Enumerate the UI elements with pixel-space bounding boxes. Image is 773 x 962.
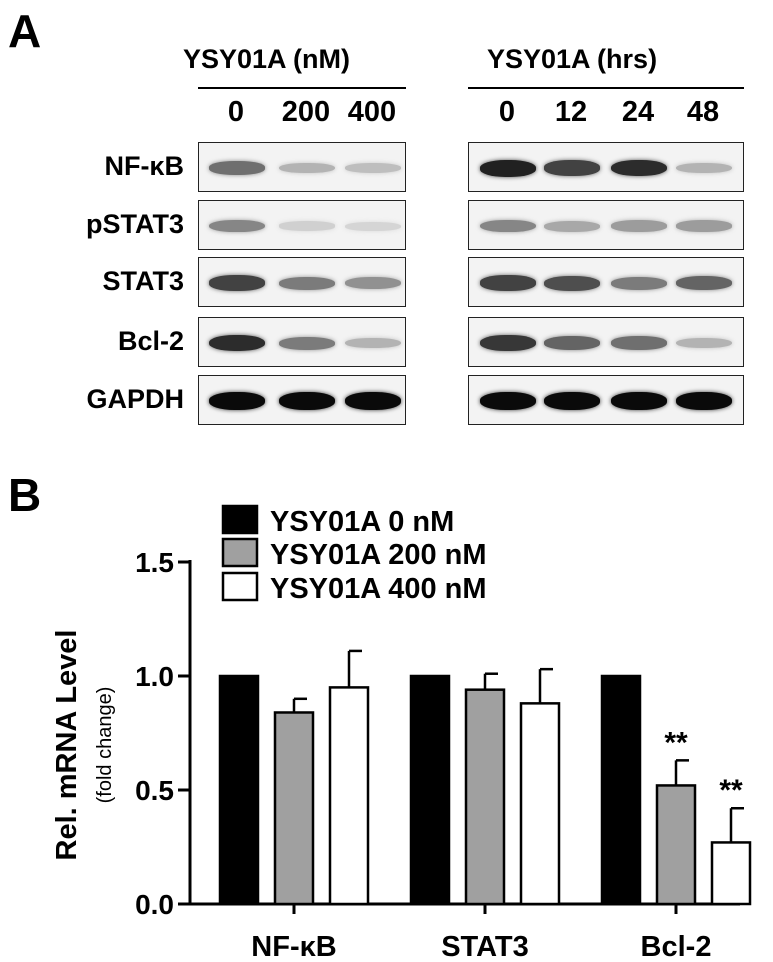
blot-band: [480, 219, 536, 233]
dose-lane-label: 200: [281, 96, 331, 128]
blot-band: [345, 221, 401, 231]
blot-band: [676, 220, 732, 232]
blot-row-label: Bcl-2: [117, 326, 184, 356]
legend-swatch: [221, 504, 259, 535]
time-blot-strip: [468, 200, 744, 250]
blot-band: [345, 163, 401, 173]
blot-band: [544, 220, 600, 232]
x-category-label: Bcl-2: [641, 931, 712, 957]
legend-swatch: [221, 571, 259, 602]
blot-band: [279, 336, 335, 350]
panel-a-letter: A: [8, 5, 42, 57]
x-category-label: STAT3: [441, 931, 529, 957]
blot-band: [611, 276, 667, 290]
blot-band: [544, 392, 600, 410]
significance-marker: **: [664, 726, 688, 759]
blot-band: [279, 221, 335, 231]
time-lane-label: 24: [621, 96, 655, 128]
blot-band: [279, 276, 335, 290]
blot-band: [480, 392, 536, 410]
bar: [273, 711, 315, 906]
time-header: YSY01A (hrs): [487, 44, 658, 74]
y-tick-label: 0.0: [135, 889, 174, 920]
legend-label: YSY01A 200 nM: [270, 539, 487, 571]
blot-band: [209, 334, 265, 352]
legend-swatch: [221, 537, 259, 568]
panel-b-letter: B: [8, 469, 42, 521]
blot-band: [345, 277, 401, 289]
dose-blot-strip: [198, 257, 406, 307]
y-axis-label: Rel. mRNA Level: [51, 630, 83, 861]
dose-lane-label: 0: [227, 96, 245, 128]
time-lane-label: 12: [554, 96, 588, 128]
bar: [464, 688, 506, 906]
blot-band: [611, 220, 667, 232]
blot-band: [676, 162, 732, 174]
bar: [409, 674, 451, 906]
blot-band: [345, 392, 401, 410]
blot-row-label: NF-κB: [104, 151, 184, 181]
dose-blot-strip: [198, 142, 406, 192]
time-header-line: [468, 87, 744, 89]
y-tick-label: 0.5: [135, 775, 174, 806]
legend-label: YSY01A 0 nM: [270, 506, 454, 538]
blot-band: [676, 337, 732, 349]
blot-band: [611, 336, 667, 350]
bar-chart-svg: 0.0 0.5 1.0 1.5 Rel. mRNA Level (fold change)…: [51, 504, 752, 962]
time-blot-strip: [468, 317, 744, 367]
time-blot-strip: [468, 257, 744, 307]
y-axis-sublabel: (fold change): [94, 687, 116, 804]
x-category-label: NF-κB: [251, 931, 336, 957]
bar-chart: 0.0 0.5 1.0 1.5 Rel. mRNA Level (fold change)…: [0, 490, 773, 962]
blot-band: [279, 162, 335, 174]
blot-band: [209, 392, 265, 410]
bar: [519, 702, 561, 906]
blot-band: [209, 275, 265, 291]
y-tick-label: 1.0: [135, 661, 174, 692]
blot-row-label: pSTAT3: [86, 209, 184, 239]
blot-row-label: GAPDH: [86, 384, 184, 414]
blot-band: [611, 392, 667, 410]
blot-band: [209, 161, 265, 175]
blot-band: [345, 337, 401, 349]
dose-blot-strip: [198, 375, 406, 425]
dose-lane-label: 400: [347, 96, 397, 128]
time-blot-strip: [468, 375, 744, 425]
blot-band: [480, 159, 536, 177]
time-blot-strip: [468, 142, 744, 192]
blot-band: [676, 276, 732, 290]
dose-header-line: [198, 87, 406, 89]
dose-header: YSY01A (nM): [183, 44, 351, 74]
bar: [600, 674, 642, 906]
dose-blot-strip: [198, 200, 406, 250]
y-tick-label: 1.5: [135, 547, 174, 578]
blot-band: [480, 335, 536, 351]
blot-band: [480, 275, 536, 291]
bar: [655, 784, 697, 906]
blot-band: [676, 392, 732, 410]
time-lane-label: 0: [498, 96, 516, 128]
blot-band: [544, 336, 600, 350]
bar: [218, 674, 260, 906]
blot-band: [544, 160, 600, 176]
legend-label: YSY01A 400 nM: [270, 573, 487, 605]
blot-row-label: STAT3: [102, 266, 184, 296]
significance-marker: **: [719, 774, 743, 807]
blot-band: [209, 219, 265, 233]
blot-band: [544, 275, 600, 291]
blot-band: [279, 392, 335, 410]
bar: [710, 841, 752, 906]
time-lane-label: 48: [686, 96, 720, 128]
dose-blot-strip: [198, 317, 406, 367]
bar: [328, 686, 370, 906]
blot-band: [611, 159, 667, 177]
